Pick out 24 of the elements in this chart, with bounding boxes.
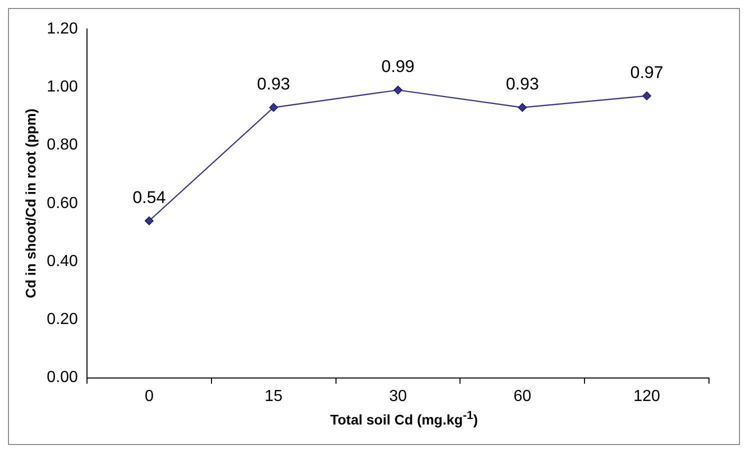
data-label: 0.99 bbox=[381, 57, 415, 76]
data-label: 0.93 bbox=[257, 74, 290, 94]
point bbox=[642, 91, 652, 100]
point bbox=[269, 103, 278, 112]
data-label: 0.93 bbox=[506, 74, 539, 94]
y-tick-label: 0.00 bbox=[46, 369, 78, 386]
point bbox=[394, 86, 402, 94]
x-tick-label: 30 bbox=[389, 388, 407, 405]
point bbox=[518, 103, 527, 112]
y-tick-label: 0.20 bbox=[46, 311, 78, 328]
y-tick-label: 0.40 bbox=[46, 252, 78, 270]
y-tick-label: 1.20 bbox=[46, 20, 78, 38]
data-label: 0.97 bbox=[630, 63, 664, 82]
data-label: 0.54 bbox=[132, 188, 166, 208]
y-tick-label: 0.80 bbox=[46, 136, 78, 154]
x-tick-label: 0 bbox=[144, 388, 154, 405]
x-tick-label: 120 bbox=[633, 388, 660, 405]
point bbox=[144, 216, 154, 226]
x-axis-title: Total soil Cd (mg.kg$^{-1}$) bbox=[329, 409, 479, 428]
y-axis-title: Cd in shoot/Cd in root (ppm) bbox=[22, 108, 38, 298]
x-tick-label: 15 bbox=[264, 388, 283, 405]
x-tick-label: 60 bbox=[513, 388, 532, 405]
y-tick-label: 0.60 bbox=[46, 194, 78, 212]
y-tick-label: 1.00 bbox=[46, 78, 78, 96]
